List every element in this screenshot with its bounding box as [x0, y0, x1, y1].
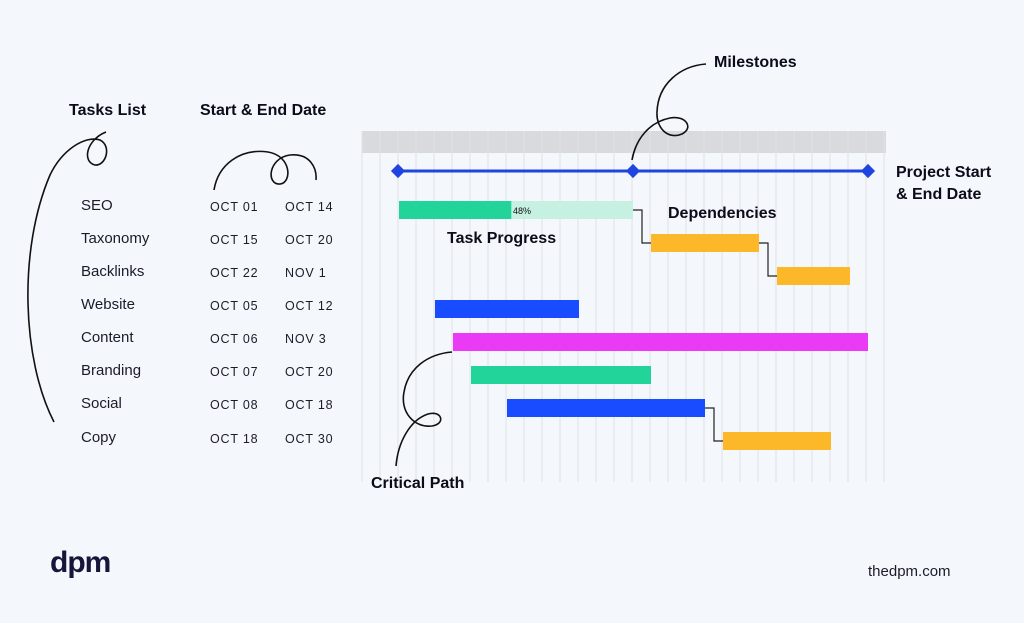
task-start-date: OCT 05: [210, 299, 259, 313]
task-end-date: OCT 30: [285, 432, 334, 446]
dependency-connector: [759, 242, 777, 277]
project-start-end-label-line2: & End Date: [896, 186, 982, 203]
seo-progress-label: 48%: [513, 206, 531, 216]
dependency-connector: [705, 407, 723, 442]
milestones-curl-arrow: [631, 63, 707, 161]
content-bar: [453, 333, 868, 351]
task-progress-label: Task Progress: [447, 230, 557, 247]
tasks-list-curl-arrow: [27, 131, 108, 423]
task-name: Content: [81, 329, 134, 346]
task-name: Backlinks: [81, 263, 145, 280]
task-start-date: OCT 01: [210, 200, 259, 214]
task-name: Website: [81, 296, 135, 313]
dependencies-label: Dependencies: [668, 205, 777, 222]
start-end-date-curl-arrow: [213, 150, 317, 191]
task-end-date: NOV 1: [285, 266, 327, 280]
task-name: Branding: [81, 362, 142, 379]
website-bar: [435, 300, 579, 318]
branding-bar: [471, 366, 651, 384]
task-name: SEO: [81, 197, 113, 214]
project-end-milestone-diamond: [860, 163, 876, 179]
taxonomy-bar: [651, 234, 759, 252]
tasks-list-heading: Tasks List: [69, 102, 147, 119]
task-name: Taxonomy: [81, 230, 150, 247]
milestones-label: Milestones: [714, 54, 797, 71]
seo-bar-progress: [399, 201, 512, 219]
task-end-date: OCT 12: [285, 299, 334, 313]
site-url[interactable]: thedpm.com: [868, 563, 951, 580]
task-end-date: OCT 20: [285, 365, 334, 379]
backlinks-bar: [777, 267, 850, 285]
task-name: Copy: [81, 429, 117, 446]
task-name: Social: [81, 395, 122, 412]
critical-path-curl-arrow: [395, 351, 453, 467]
task-start-date: OCT 22: [210, 266, 259, 280]
task-start-date: OCT 08: [210, 398, 259, 412]
timeline-header-band: [362, 131, 886, 153]
task-start-date: OCT 06: [210, 332, 259, 346]
critical-path-label: Critical Path: [371, 475, 465, 492]
copy-bar: [723, 432, 831, 450]
mid-milestone-diamond: [625, 163, 641, 179]
task-start-date: OCT 15: [210, 233, 259, 247]
project-start-milestone-diamond: [390, 163, 406, 179]
social-bar: [507, 399, 705, 417]
task-end-date: OCT 20: [285, 233, 334, 247]
task-end-date: NOV 3: [285, 332, 327, 346]
dependency-connector: [633, 209, 651, 244]
task-start-date: OCT 07: [210, 365, 259, 379]
task-end-date: OCT 18: [285, 398, 334, 412]
dpm-logo: dpm: [50, 546, 111, 579]
project-start-end-label: Project Start: [896, 164, 992, 181]
start-end-date-heading: Start & End Date: [200, 102, 327, 119]
task-start-date: OCT 18: [210, 432, 259, 446]
timeline-grid: [361, 131, 885, 482]
task-end-date: OCT 14: [285, 200, 334, 214]
